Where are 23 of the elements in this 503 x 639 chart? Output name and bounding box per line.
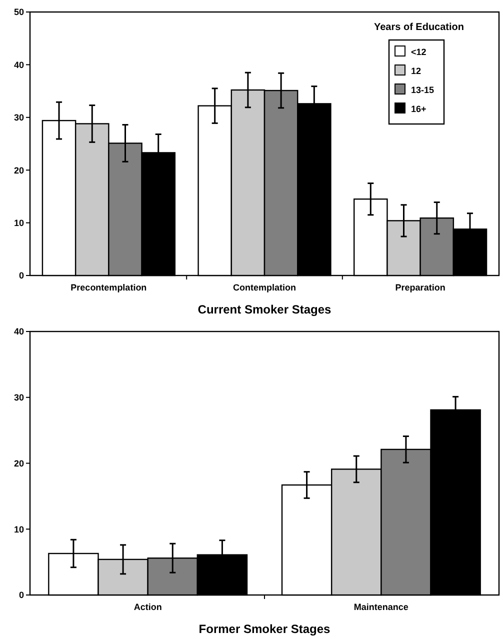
y-tick-label: 50	[14, 7, 24, 18]
y-tick-label: 0	[18, 270, 24, 281]
y-tick-label: 20	[14, 165, 24, 176]
x-tick-label: Contemplation	[233, 282, 296, 292]
y-tick-label: 10	[14, 524, 24, 534]
y-tick-label: 10	[14, 218, 24, 228]
y-tick-label: 30	[14, 112, 24, 123]
x-tick-label: Preparation	[395, 282, 446, 292]
legend-label: 16+	[411, 104, 426, 114]
y-tick-label: 30	[14, 392, 24, 403]
y-tick-label: 40	[14, 326, 24, 337]
x-tick-label: Maintenance	[354, 602, 408, 612]
x-tick-label: Action	[134, 602, 162, 612]
x-axis-title: Former Smoker Stages	[198, 622, 331, 636]
x-axis-title: Current Smoker Stages	[198, 302, 332, 316]
y-tick-label: 20	[14, 458, 24, 468]
y-tick-label: 0	[18, 590, 24, 600]
legend-label: <12	[411, 47, 426, 57]
legend-title: Years of Education	[374, 22, 464, 33]
y-tick-label: 40	[14, 60, 24, 70]
x-tick-label: Precontemplation	[70, 282, 147, 292]
legend-label: 13-15	[411, 85, 434, 95]
legend-label: 12	[411, 66, 422, 76]
